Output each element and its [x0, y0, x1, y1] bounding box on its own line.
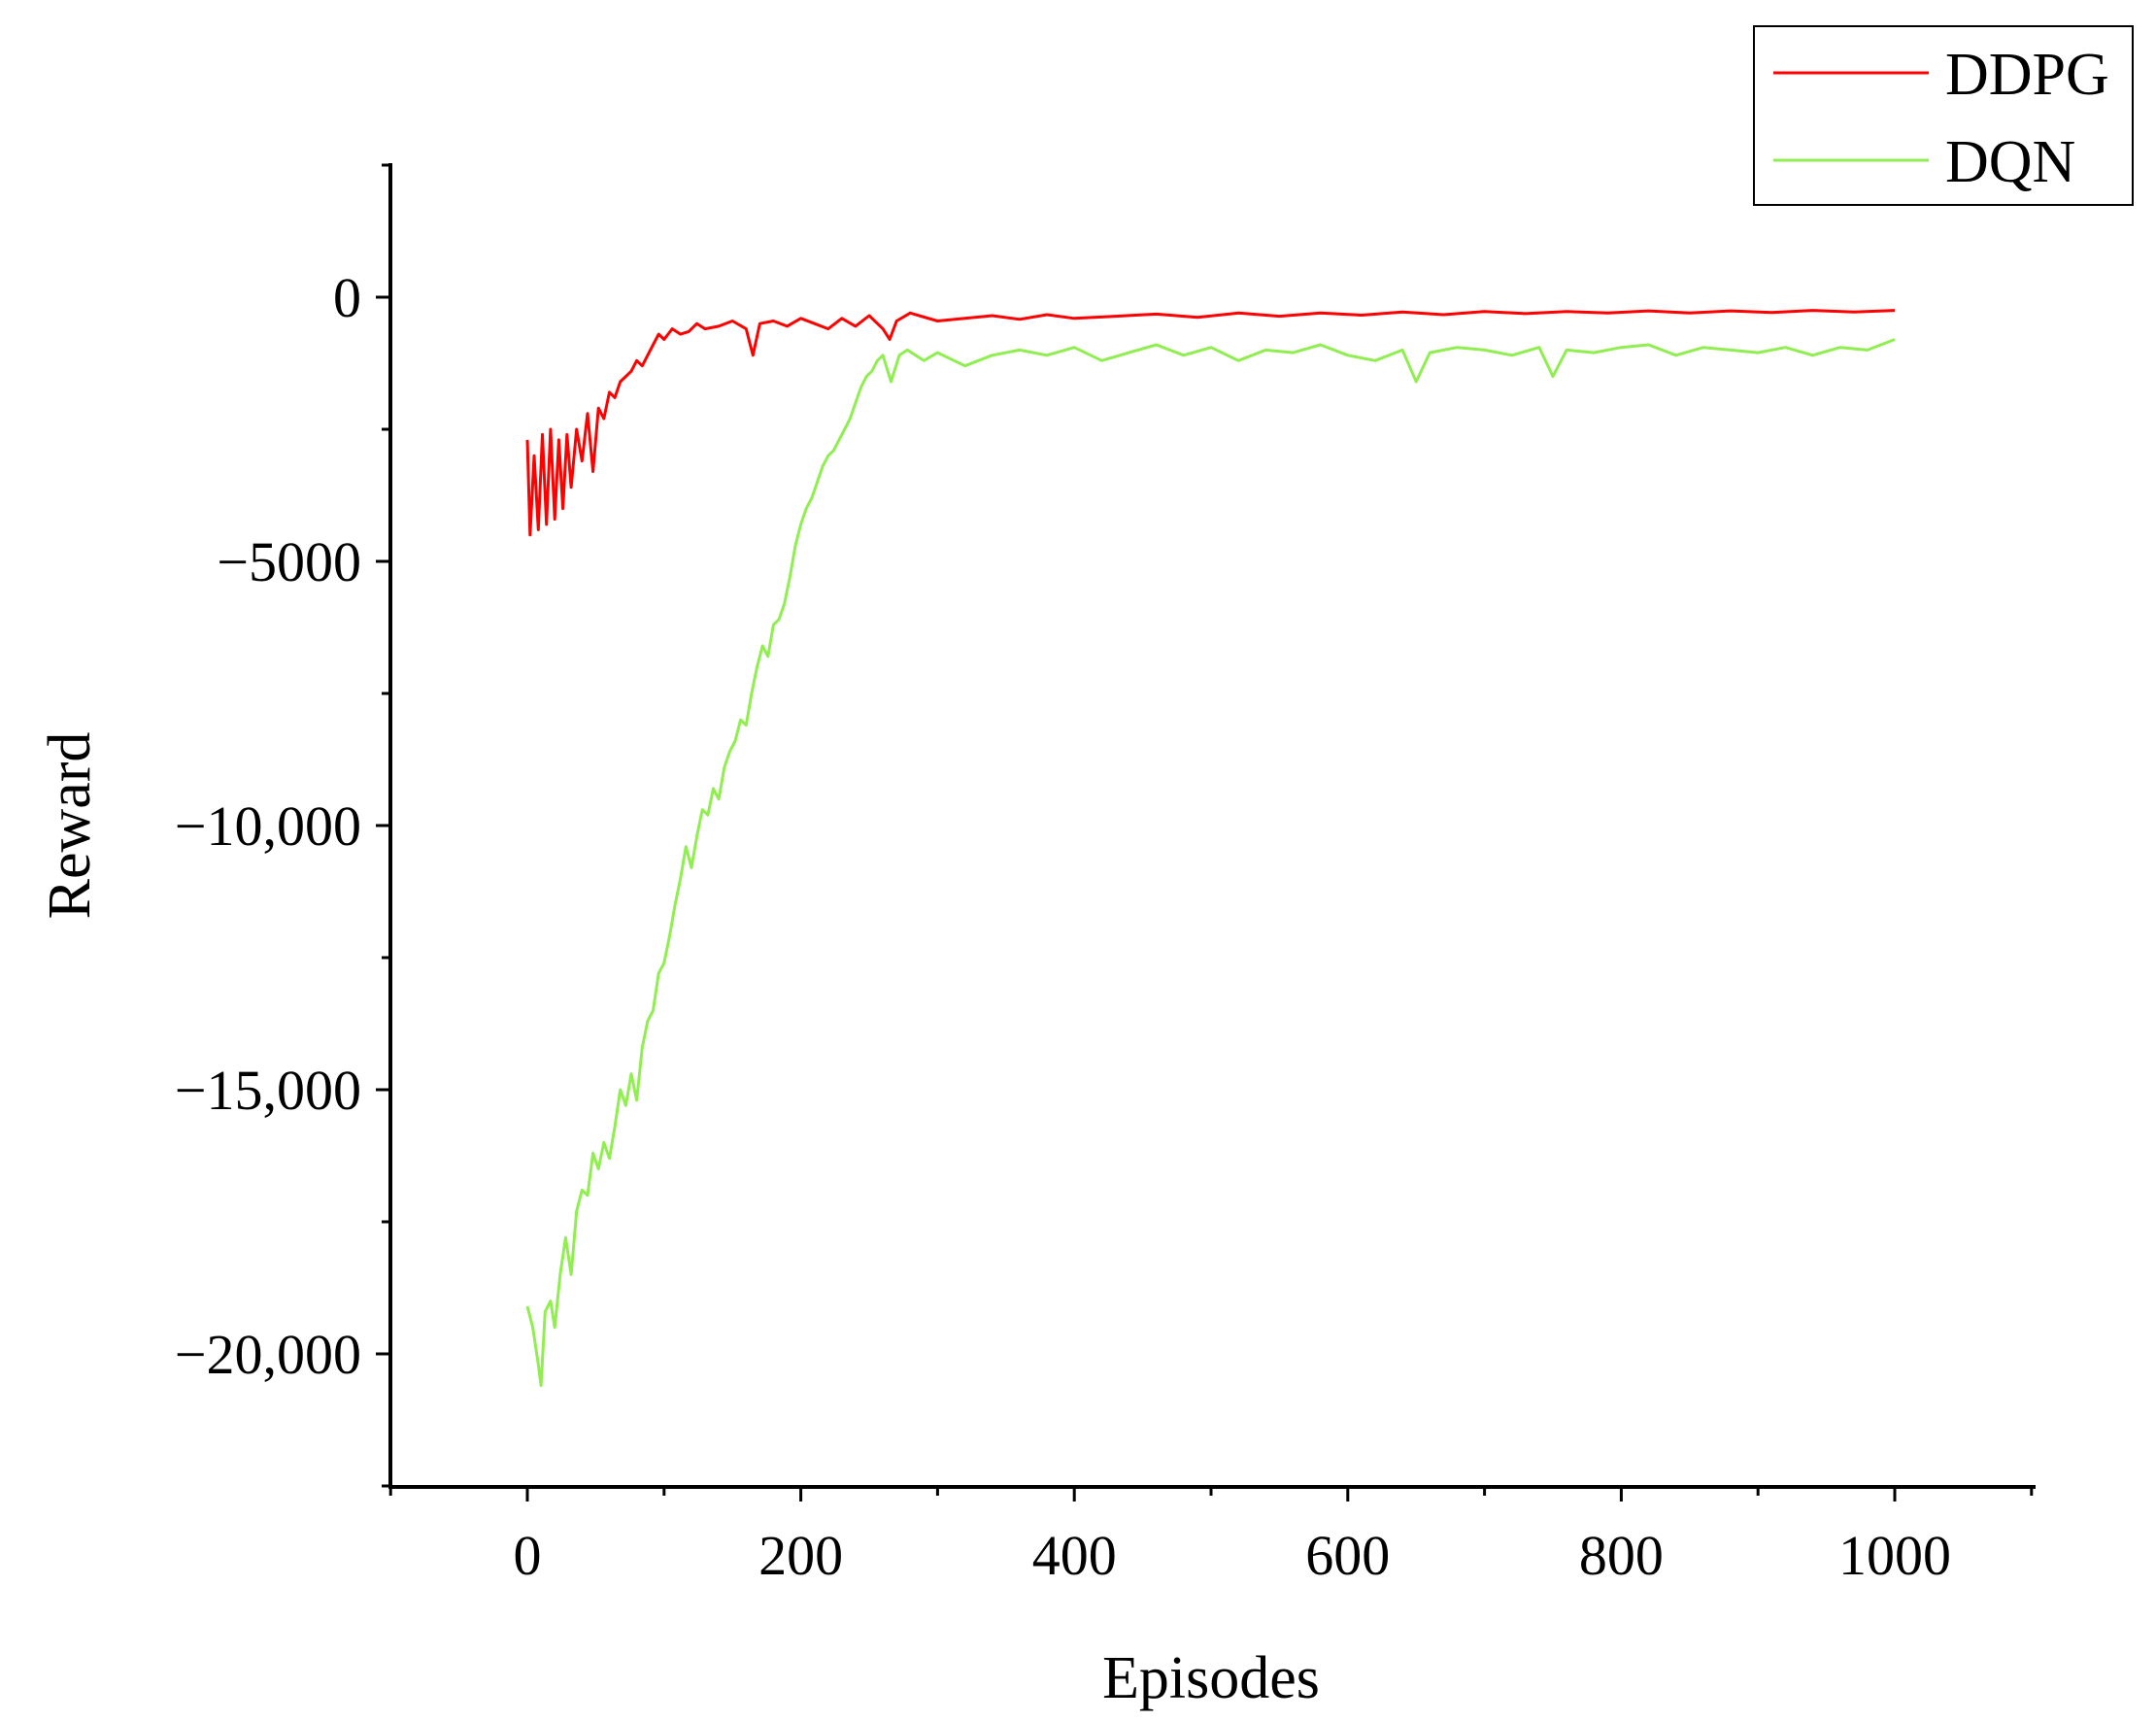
y-tick-label: 0 — [333, 266, 361, 329]
x-tick-label: 200 — [758, 1524, 843, 1587]
y-tick-label: −20,000 — [175, 1323, 361, 1386]
series-line-ddpg — [525, 309, 1896, 537]
y-tick-label: −10,000 — [175, 794, 361, 858]
series-layer — [525, 309, 1896, 1388]
x-tick-label: 600 — [1305, 1524, 1390, 1587]
series-line-dqn — [525, 338, 1896, 1388]
y-tick-label: −5000 — [217, 530, 361, 593]
x-tick-label: 0 — [514, 1524, 542, 1587]
legend: DDPG DQN — [1753, 25, 2134, 206]
legend-box — [1753, 25, 2134, 206]
y-tick-label: −15,000 — [175, 1059, 361, 1122]
legend-label-dqn: DQN — [1945, 129, 2075, 195]
x-tick-label: 400 — [1032, 1524, 1117, 1587]
ticks-layer: 0 200 400 600 800 1000 0 −5000 −10,000 −15,000 −20… — [175, 163, 2034, 1587]
x-axis-title: Episodes — [1102, 1645, 1320, 1711]
x-tick-label: 1000 — [1838, 1524, 1951, 1587]
legend-label-ddpg: DDPG — [1945, 42, 2109, 108]
x-tick-label: 800 — [1579, 1524, 1664, 1587]
y-axis-title: Reward — [37, 732, 103, 920]
